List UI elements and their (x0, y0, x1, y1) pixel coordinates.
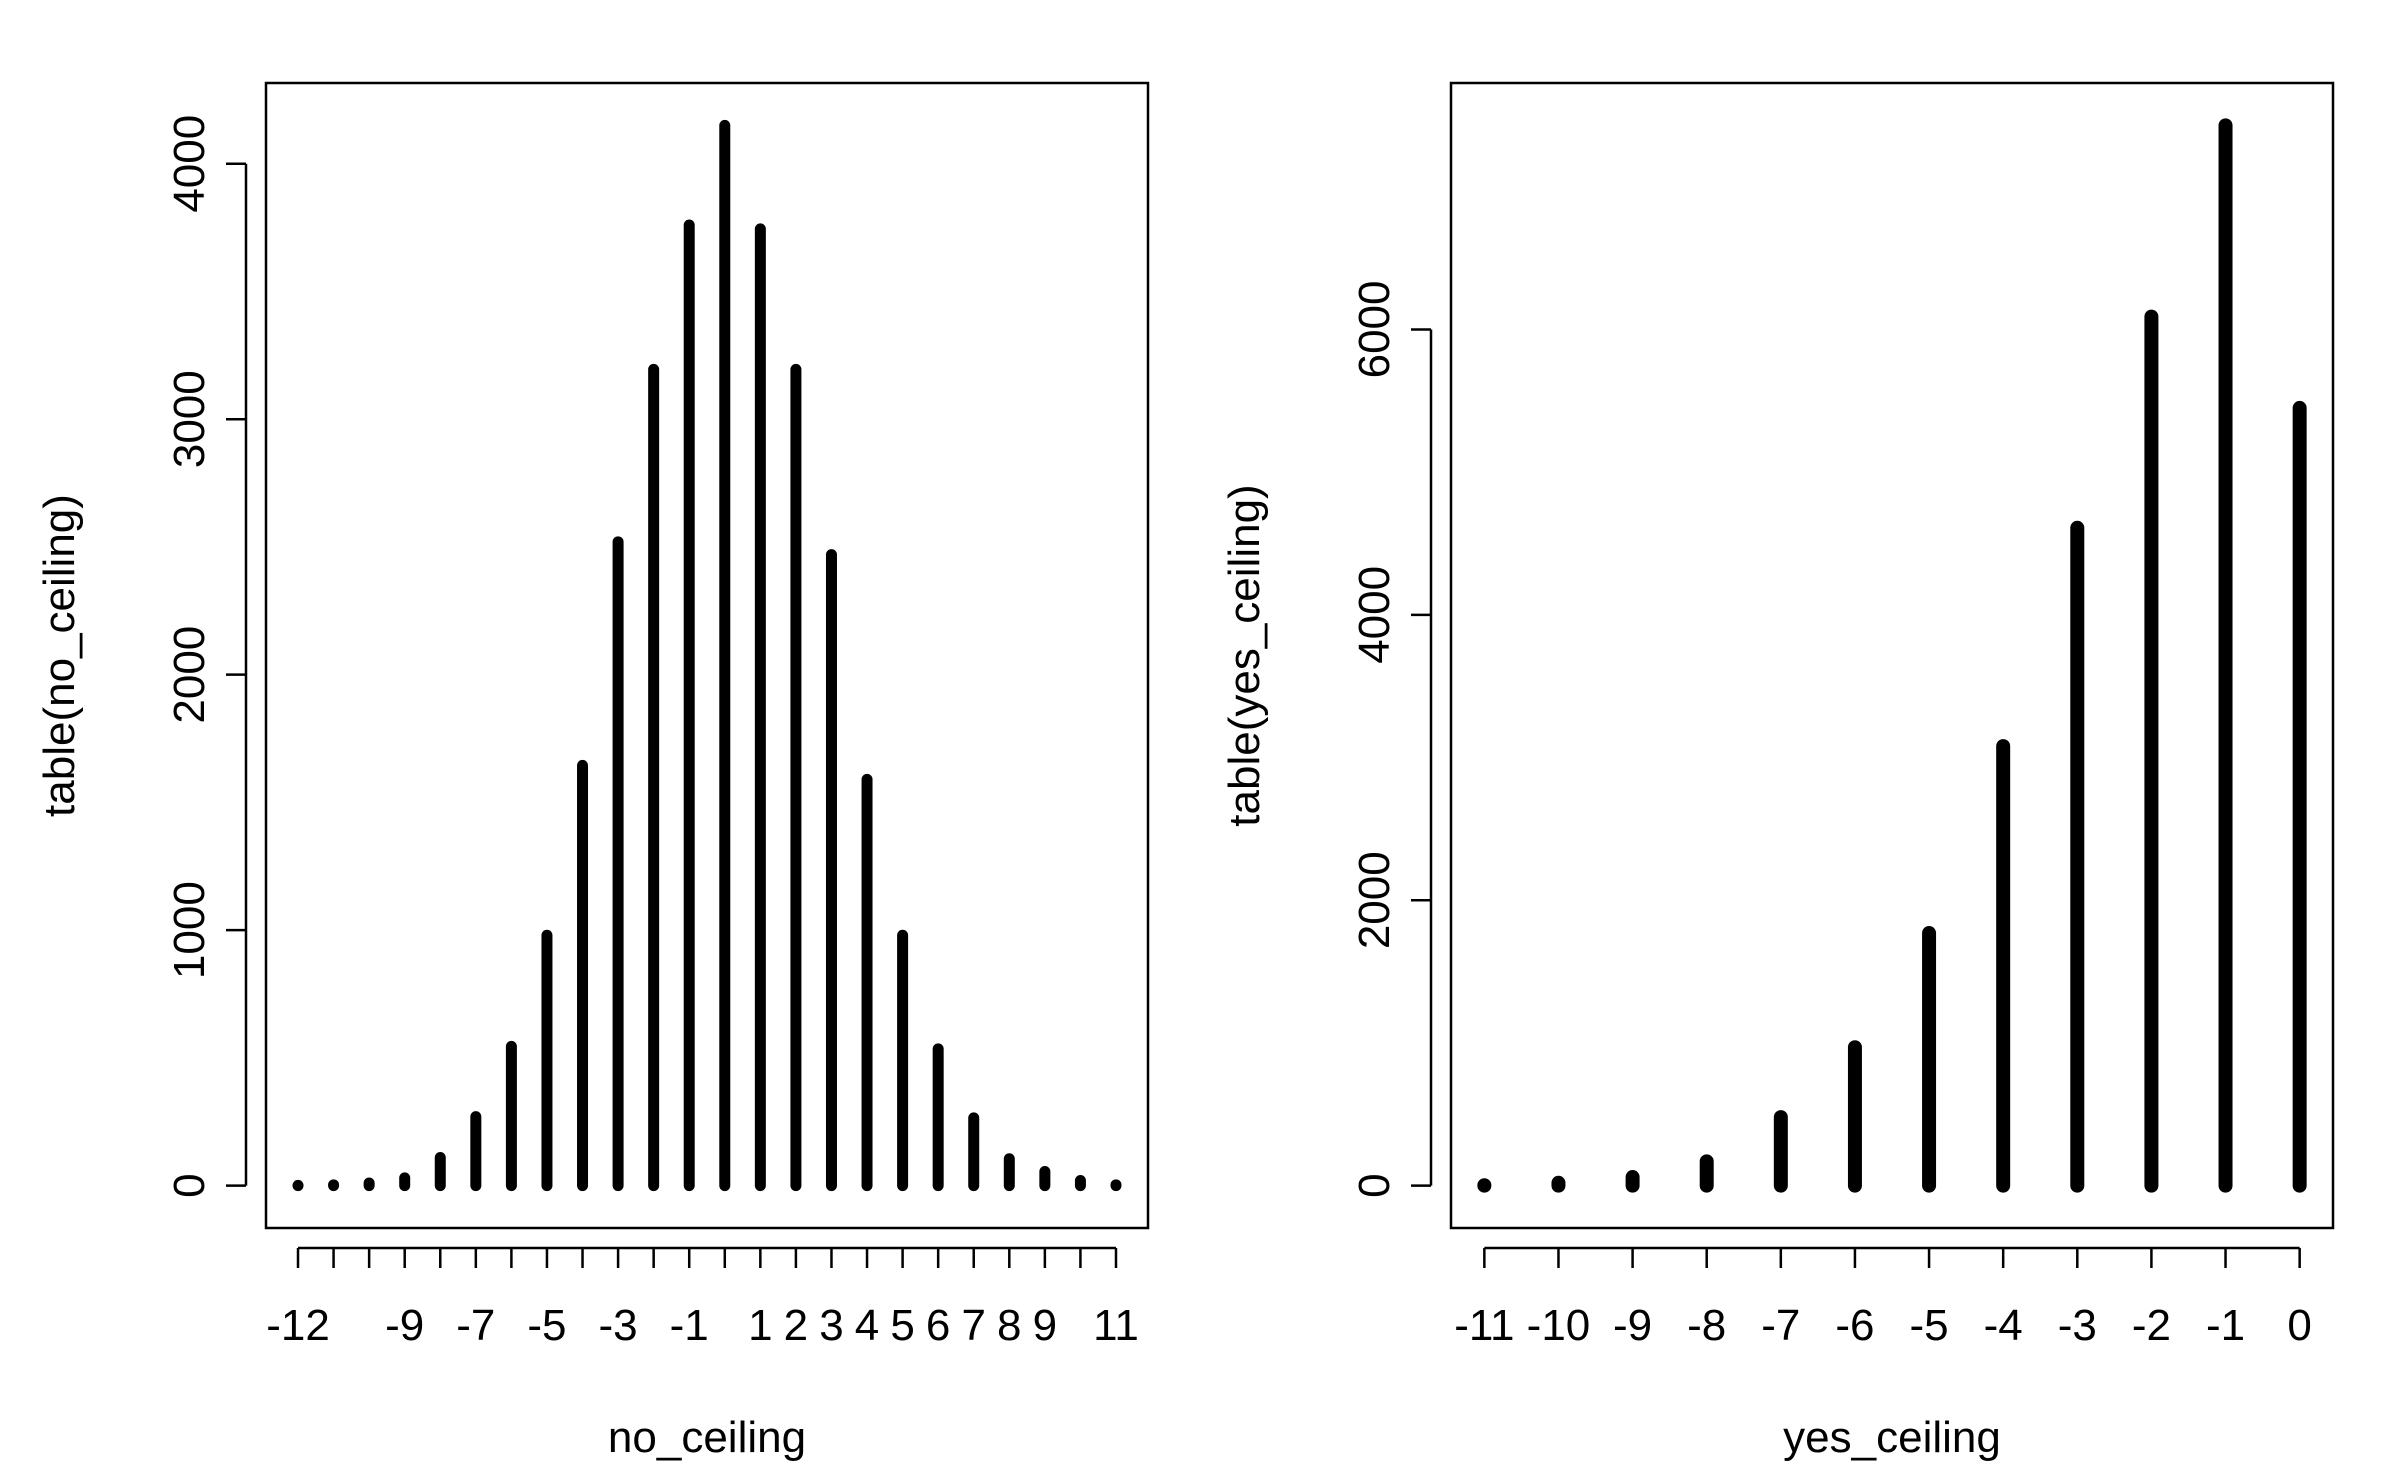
x-tick-label: -3 (599, 1301, 638, 1350)
x-tick-label: -11 (1454, 1301, 1514, 1350)
x-axis-title: yes_ceiling (1783, 1413, 2001, 1462)
x-tick-label: -1 (2206, 1301, 2245, 1350)
y-tick-label: 1000 (165, 881, 214, 979)
x-tick-label: -7 (1761, 1301, 1800, 1350)
x-tick-label: -9 (1613, 1301, 1652, 1350)
x-tick-label: -5 (527, 1301, 566, 1350)
x-tick-label: 6 (926, 1301, 950, 1350)
y-tick-label: 6000 (1350, 280, 1399, 378)
x-tick-label: -9 (385, 1301, 424, 1350)
x-tick-label: 9 (1033, 1301, 1057, 1350)
y-tick-label: 4000 (165, 115, 214, 213)
x-tick-label: -7 (456, 1301, 495, 1350)
x-tick-label: -3 (2058, 1301, 2097, 1350)
x-tick-label: -8 (1687, 1301, 1726, 1350)
x-tick-label: -6 (1835, 1301, 1874, 1350)
x-tick-label: -10 (1527, 1301, 1591, 1350)
y-tick-label: 2000 (165, 626, 214, 724)
x-tick-label: -5 (1909, 1301, 1948, 1350)
y-tick-label: 4000 (1350, 566, 1399, 664)
x-tick-label: 11 (1093, 1301, 1139, 1350)
x-tick-label: 1 (748, 1301, 772, 1350)
x-tick-label: -12 (266, 1301, 330, 1350)
x-tick-label: 5 (890, 1301, 914, 1350)
x-tick-label: -1 (670, 1301, 709, 1350)
y-tick-label: 0 (1350, 1173, 1399, 1197)
x-tick-label: 4 (855, 1301, 879, 1350)
x-tick-label: 8 (997, 1301, 1021, 1350)
chart-panel-yes-ceiling: -11 -10 -9 -8 -7 -6 -5 -4 -3 -2 -1 00200040006000ye… (1220, 81, 2335, 1462)
y-tick-label: 3000 (165, 370, 214, 468)
x-tick-label: -4 (1984, 1301, 2023, 1350)
y-axis-title: table(yes_ceiling) (1220, 484, 1269, 826)
chart-panel-no-ceiling: -12 -9 -7 -5 -3 -1 1 2 3 4 5 6 7 8 9 11 0 1000 2000 3000 400… (35, 81, 1150, 1462)
y-axis-title: table(no_ceiling) (35, 494, 84, 817)
x-tick-label: 3 (819, 1301, 843, 1350)
x-axis-title: no_ceiling (608, 1413, 806, 1462)
x-tick-label: -2 (2132, 1301, 2171, 1350)
x-tick-label: 0 (2287, 1301, 2311, 1350)
x-tick-label: 2 (784, 1301, 808, 1350)
y-tick-label: 2000 (1350, 851, 1399, 949)
y-tick-label: 0 (165, 1173, 214, 1197)
plot-frame (1449, 81, 2335, 1230)
x-tick-label: 7 (961, 1301, 985, 1350)
plot-frame (264, 81, 1150, 1230)
